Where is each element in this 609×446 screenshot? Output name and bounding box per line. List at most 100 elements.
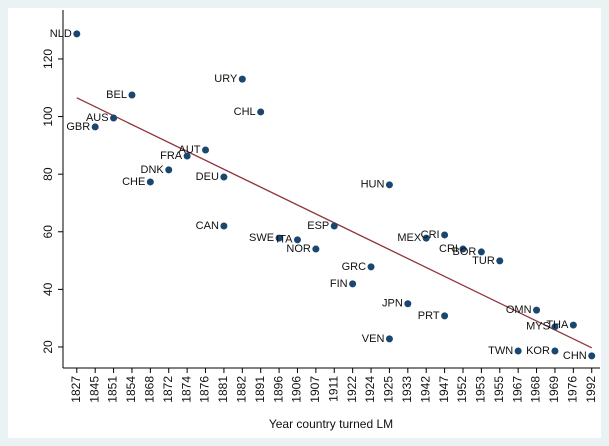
point-label: ESP <box>307 220 329 232</box>
point-label: CHN <box>563 350 587 362</box>
point-label: BEL <box>106 89 127 101</box>
point <box>367 263 375 271</box>
y-tick-label: 60 <box>41 225 55 239</box>
x-tick-label: 1854 <box>124 376 138 403</box>
x-tick-label: 1976 <box>566 376 580 403</box>
point <box>275 234 283 242</box>
x-tick-label: 1947 <box>437 376 451 403</box>
point-label: MEX <box>397 232 422 244</box>
x-tick-label: 1891 <box>253 376 267 403</box>
point <box>128 91 136 99</box>
point <box>404 300 412 308</box>
point-label: ITA <box>276 234 293 246</box>
point-label: CHE <box>122 176 145 188</box>
x-tick-label: 1911 <box>326 376 340 402</box>
point <box>312 245 320 253</box>
point-label: FIN <box>330 278 348 290</box>
x-tick-label: 1907 <box>308 376 322 403</box>
point <box>238 75 246 83</box>
x-axis-title: Year country turned LM <box>269 417 393 431</box>
plot-background <box>8 8 601 438</box>
point <box>477 248 485 256</box>
point <box>441 231 449 239</box>
x-tick-label: 1876 <box>198 376 212 403</box>
point <box>202 146 210 154</box>
x-tick-label: 1924 <box>363 376 377 403</box>
x-tick-label: 1872 <box>161 376 175 403</box>
point-label: KOR <box>526 345 550 357</box>
point <box>165 166 173 174</box>
x-tick-label: 1967 <box>510 376 524 403</box>
x-tick-label: 1896 <box>271 376 285 403</box>
x-tick-label: 1851 <box>106 376 120 403</box>
point-label: CRI <box>439 243 458 255</box>
point <box>551 347 559 355</box>
x-tick-label: 1942 <box>418 376 432 403</box>
point <box>385 181 393 189</box>
point <box>496 257 504 265</box>
point-label: SWE <box>249 232 274 244</box>
x-tick-label: 1874 <box>179 376 193 403</box>
point-label: AUS <box>86 112 109 124</box>
x-tick-label: 1925 <box>382 376 396 403</box>
x-tick-label: 1845 <box>87 376 101 403</box>
y-tick-label: 40 <box>41 282 55 296</box>
point <box>459 245 467 253</box>
point-label: TWN <box>488 345 513 357</box>
point-label: DEU <box>196 171 219 183</box>
x-tick-label: 1969 <box>547 376 561 403</box>
point <box>533 306 541 314</box>
point-label: JPN <box>382 298 403 310</box>
point <box>551 323 559 331</box>
point <box>422 234 430 242</box>
point <box>514 347 522 355</box>
point <box>385 335 393 343</box>
point-label: HUN <box>361 179 385 191</box>
x-tick-label: 1827 <box>69 376 83 403</box>
x-tick-label: 1882 <box>234 376 248 403</box>
point-label: CHL <box>234 106 256 118</box>
point-label: GBR <box>66 121 90 133</box>
point-label: MYS <box>526 321 550 333</box>
y-tick-label: 120 <box>41 49 55 69</box>
point-label: THA <box>546 319 569 331</box>
x-tick-label: 1868 <box>143 376 157 403</box>
point <box>73 30 81 38</box>
point-label: BOR <box>453 246 477 258</box>
point-label: FRA <box>160 150 183 162</box>
point <box>183 152 191 160</box>
point-label: AUT <box>179 144 201 156</box>
point-label: URY <box>214 73 238 85</box>
point-label: VEN <box>362 333 385 345</box>
point-label: NLD <box>50 28 72 40</box>
point-label: NOR <box>286 243 311 255</box>
point <box>441 312 449 320</box>
x-tick-label: 1922 <box>345 376 359 403</box>
x-tick-label: 1952 <box>455 376 469 403</box>
point <box>569 321 577 329</box>
point-label: DNK <box>141 164 165 176</box>
point-label: CRI <box>421 229 440 241</box>
point-label: TUR <box>472 255 495 267</box>
point-label: GRC <box>342 261 367 273</box>
y-tick-label: 80 <box>41 167 55 181</box>
point <box>220 222 228 230</box>
x-tick-label: 1992 <box>584 376 598 403</box>
point <box>330 222 338 230</box>
point-label: PRT <box>418 310 440 322</box>
x-tick-label: 1968 <box>529 376 543 403</box>
x-tick-label: 1953 <box>474 376 488 403</box>
point <box>257 108 265 116</box>
point-label: CAN <box>196 220 219 232</box>
x-tick-label: 1933 <box>400 376 414 403</box>
point <box>91 123 99 131</box>
x-tick-label: 1955 <box>492 376 506 403</box>
point <box>110 114 118 122</box>
point <box>220 173 228 181</box>
y-tick-label: 20 <box>41 340 55 354</box>
x-tick-label: 1881 <box>216 376 230 403</box>
point-label: OMN <box>506 304 532 316</box>
point <box>588 352 596 360</box>
x-tick-label: 1906 <box>290 376 304 403</box>
